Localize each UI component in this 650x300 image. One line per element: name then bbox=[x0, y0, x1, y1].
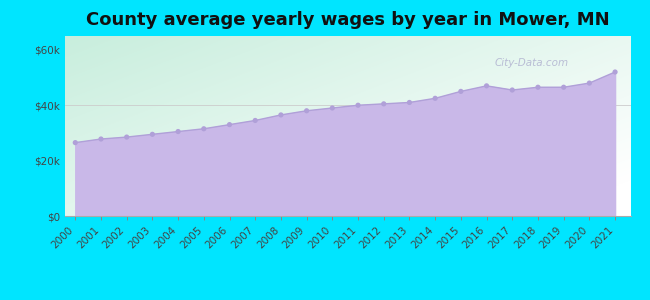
Point bbox=[302, 108, 312, 113]
Point bbox=[430, 96, 440, 101]
Point bbox=[456, 89, 466, 94]
Point bbox=[327, 106, 337, 110]
Point bbox=[584, 81, 595, 85]
Point bbox=[558, 85, 569, 90]
Point bbox=[533, 85, 543, 90]
Point bbox=[199, 126, 209, 131]
Point bbox=[378, 101, 389, 106]
Point bbox=[507, 88, 517, 92]
Point bbox=[276, 112, 286, 117]
Point bbox=[147, 132, 157, 137]
Point bbox=[96, 136, 106, 141]
Point bbox=[353, 103, 363, 108]
Point bbox=[173, 129, 183, 134]
Point bbox=[70, 140, 81, 145]
Point bbox=[224, 122, 235, 127]
Point bbox=[122, 135, 132, 140]
Point bbox=[610, 70, 620, 74]
Text: City-Data.com: City-Data.com bbox=[495, 58, 569, 68]
Point bbox=[250, 118, 261, 123]
Point bbox=[482, 83, 492, 88]
Point bbox=[404, 100, 415, 105]
Title: County average yearly wages by year in Mower, MN: County average yearly wages by year in M… bbox=[86, 11, 610, 29]
